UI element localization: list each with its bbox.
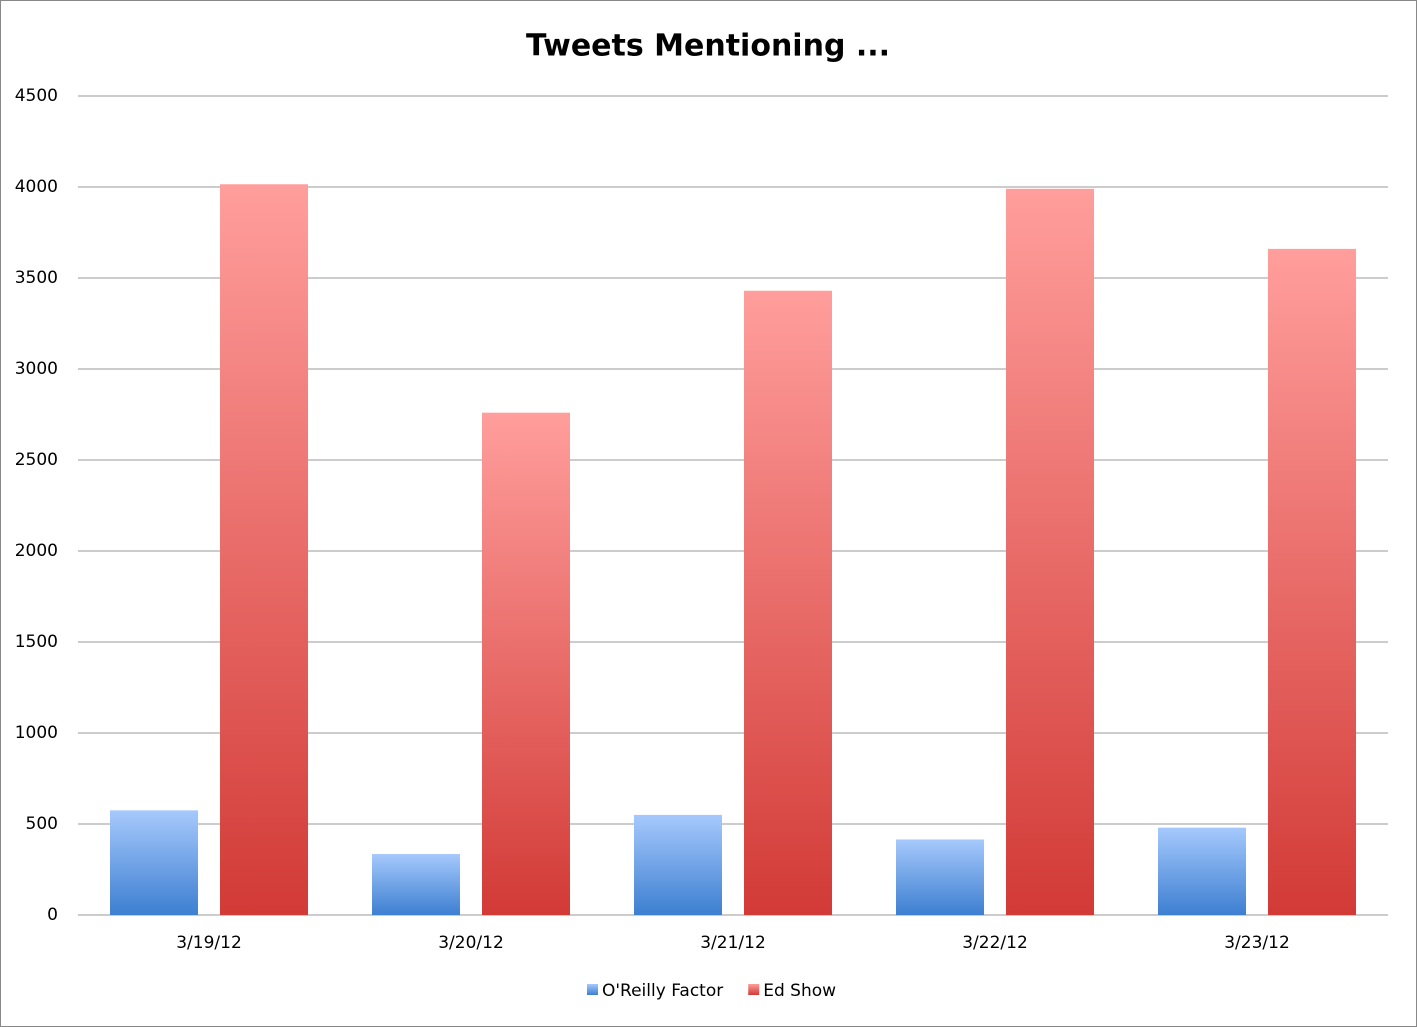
bar <box>220 184 308 915</box>
y-tick-label: 4000 <box>15 177 58 197</box>
y-tick-label: 500 <box>26 814 58 834</box>
y-tick-label: 2000 <box>15 541 58 561</box>
bar <box>744 290 832 915</box>
bar <box>110 810 198 915</box>
x-tick-label: 3/20/12 <box>438 933 504 953</box>
bar <box>896 839 984 915</box>
bar <box>1158 827 1246 915</box>
x-tick-label: 3/22/12 <box>962 933 1028 953</box>
legend-swatch <box>748 984 760 995</box>
chart-title: Tweets Mentioning ... <box>526 29 890 64</box>
x-tick-label: 3/23/12 <box>1224 933 1290 953</box>
bar <box>634 814 722 915</box>
legend-label: Ed Show <box>763 981 836 1001</box>
y-tick-label: 2500 <box>15 450 58 470</box>
x-tick-label: 3/21/12 <box>700 933 766 953</box>
legend-label: O'Reilly Factor <box>602 981 723 1001</box>
y-tick-label: 3000 <box>15 359 58 379</box>
bar <box>372 854 460 915</box>
bar <box>482 412 570 915</box>
y-tick-label: 0 <box>47 905 58 925</box>
y-tick-label: 3500 <box>15 268 58 288</box>
y-tick-label: 1000 <box>15 723 58 743</box>
bar <box>1006 188 1094 915</box>
legend-swatch <box>587 984 598 995</box>
bar <box>1268 248 1356 915</box>
y-tick-label: 4500 <box>15 86 58 106</box>
x-tick-label: 3/19/12 <box>176 933 242 953</box>
y-tick-label: 1500 <box>15 632 58 652</box>
